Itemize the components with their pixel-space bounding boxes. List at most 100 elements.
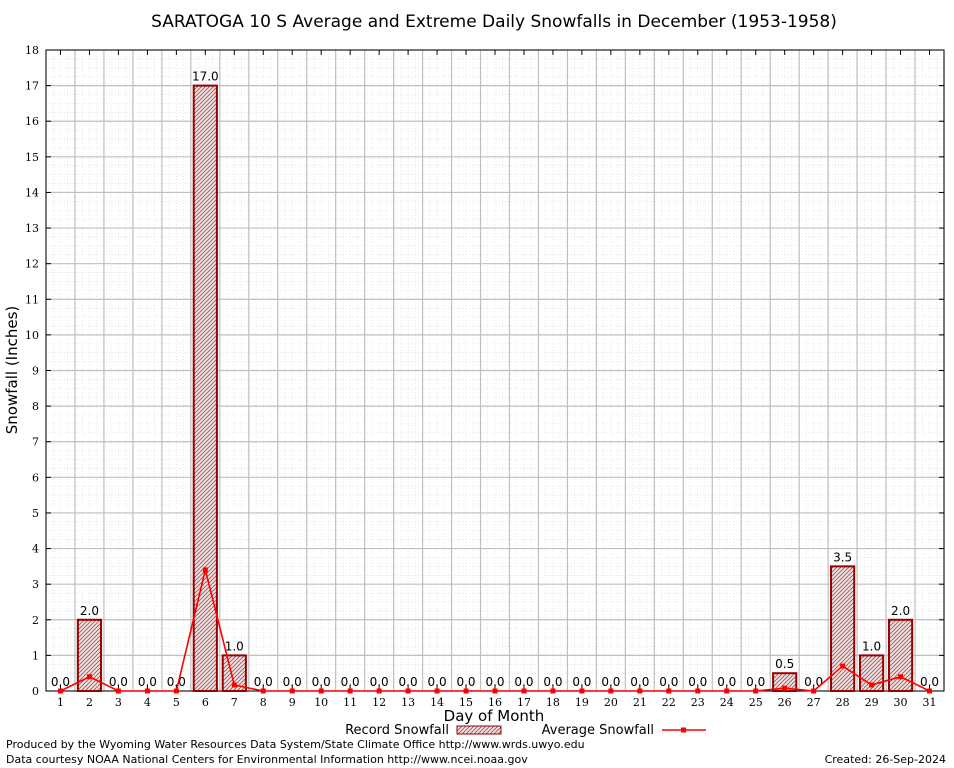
x-tick-label: 16 bbox=[488, 696, 502, 709]
x-tick-label: 28 bbox=[836, 696, 850, 709]
record-bar-label: 0.0 bbox=[630, 675, 649, 689]
record-bar bbox=[76, 618, 103, 692]
average-point bbox=[318, 688, 324, 694]
average-point bbox=[550, 688, 556, 694]
y-tick-label: 4 bbox=[32, 543, 39, 556]
y-tick-label: 0 bbox=[32, 685, 39, 698]
x-tick-label: 8 bbox=[260, 696, 267, 709]
record-bar-label: 0.0 bbox=[688, 675, 707, 689]
average-point bbox=[376, 688, 382, 694]
average-point bbox=[405, 688, 411, 694]
footer-created: Created: 26-Sep-2024 bbox=[825, 753, 946, 766]
x-axis-label: Day of Month bbox=[444, 707, 545, 725]
record-bar-label: 0.0 bbox=[167, 675, 186, 689]
record-bar-label: 0.0 bbox=[920, 675, 939, 689]
x-tick-label: 25 bbox=[749, 696, 763, 709]
y-tick-label: 11 bbox=[25, 293, 39, 306]
y-tick-label: 6 bbox=[32, 471, 39, 484]
x-tick-label: 30 bbox=[894, 696, 908, 709]
y-tick-label: 7 bbox=[32, 436, 39, 449]
average-point bbox=[608, 688, 614, 694]
average-point bbox=[521, 688, 527, 694]
average-point bbox=[492, 688, 498, 694]
average-point bbox=[260, 688, 266, 694]
x-tick-label: 19 bbox=[575, 696, 589, 709]
average-point bbox=[115, 688, 121, 694]
y-tick-label: 8 bbox=[32, 400, 39, 413]
x-tick-label: 15 bbox=[459, 696, 473, 709]
record-bar bbox=[772, 672, 798, 693]
record-bar bbox=[830, 565, 856, 692]
footer-courtesy: Data courtesy NOAA National Centers for … bbox=[6, 753, 528, 766]
y-tick-label: 1 bbox=[32, 649, 39, 662]
x-tick-label: 21 bbox=[633, 696, 647, 709]
x-tick-label: 29 bbox=[865, 696, 879, 709]
legend-record-label: Record Snowfall bbox=[345, 723, 449, 738]
x-tick-label: 12 bbox=[372, 696, 386, 709]
record-bar-label: 0.0 bbox=[428, 675, 447, 689]
y-tick-label: 13 bbox=[25, 222, 39, 235]
x-tick-label: 20 bbox=[604, 696, 618, 709]
x-tick-label: 9 bbox=[289, 696, 296, 709]
average-point bbox=[811, 688, 817, 694]
x-tick-label: 22 bbox=[662, 696, 676, 709]
average-point bbox=[144, 688, 150, 694]
average-point bbox=[869, 682, 875, 688]
record-bar-label: 17.0 bbox=[192, 70, 219, 84]
x-tick-label: 27 bbox=[807, 696, 821, 709]
record-bar-label: 0.0 bbox=[572, 675, 591, 689]
record-bar-label: 0.0 bbox=[717, 675, 736, 689]
record-bar bbox=[192, 84, 218, 693]
y-tick-label: 12 bbox=[25, 258, 39, 271]
record-bar-label: 3.5 bbox=[833, 550, 852, 564]
x-tick-label: 2 bbox=[86, 696, 93, 709]
average-point bbox=[202, 567, 208, 573]
record-bar-label: 0.0 bbox=[804, 675, 823, 689]
x-tick-label: 23 bbox=[691, 696, 705, 709]
record-bar-label: 0.0 bbox=[341, 675, 360, 689]
average-point bbox=[840, 663, 846, 669]
x-tick-label: 7 bbox=[231, 696, 238, 709]
x-tick-label: 17 bbox=[517, 696, 531, 709]
y-tick-label: 18 bbox=[25, 44, 39, 57]
x-tick-label: 3 bbox=[115, 696, 122, 709]
average-point bbox=[753, 688, 759, 694]
x-tick-label: 4 bbox=[144, 696, 151, 709]
record-bar-label: 0.0 bbox=[543, 675, 562, 689]
y-tick-label: 9 bbox=[32, 365, 39, 378]
record-bar-label: 0.0 bbox=[659, 675, 678, 689]
average-point bbox=[898, 674, 904, 680]
record-bar-label: 0.0 bbox=[109, 675, 128, 689]
x-tick-label: 24 bbox=[720, 696, 734, 709]
record-bar-label: 0.0 bbox=[283, 675, 302, 689]
x-tick-label: 13 bbox=[401, 696, 415, 709]
record-bar-label: 0.0 bbox=[138, 675, 157, 689]
record-bar-label: 2.0 bbox=[80, 604, 99, 618]
record-bar-label: 0.0 bbox=[601, 675, 620, 689]
y-tick-label: 14 bbox=[25, 186, 39, 199]
average-point bbox=[57, 688, 63, 694]
average-point bbox=[637, 688, 643, 694]
record-bar-label: 0.0 bbox=[456, 675, 475, 689]
footer-produced: Produced by the Wyoming Water Resources … bbox=[6, 738, 585, 751]
y-tick-label: 3 bbox=[32, 578, 39, 591]
legend: Record Snowfall Average Snowfall bbox=[345, 723, 706, 738]
legend-average-marker bbox=[681, 727, 686, 733]
record-bar-label: 0.0 bbox=[485, 675, 504, 689]
average-point bbox=[231, 682, 237, 688]
y-tick-label: 5 bbox=[32, 507, 39, 520]
average-point bbox=[86, 674, 92, 680]
average-point bbox=[463, 688, 469, 694]
x-tick-label: 10 bbox=[314, 696, 328, 709]
chart-title: SARATOGA 10 S Average and Extreme Daily … bbox=[151, 12, 837, 32]
average-point bbox=[927, 688, 933, 694]
average-point bbox=[289, 688, 295, 694]
record-bar-label: 0.0 bbox=[51, 675, 70, 689]
x-tick-label: 6 bbox=[202, 696, 209, 709]
record-bar-label: 1.0 bbox=[862, 639, 881, 653]
x-tick-label: 5 bbox=[173, 696, 180, 709]
y-tick-label: 2 bbox=[32, 614, 39, 627]
x-tick-label: 31 bbox=[923, 696, 937, 709]
